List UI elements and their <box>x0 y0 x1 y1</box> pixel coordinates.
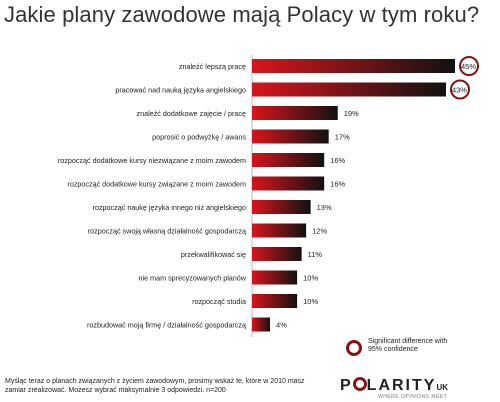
significance-marker <box>459 56 479 76</box>
category-label: poprosić o podwyżkę / awans <box>152 133 246 142</box>
category-label: rozbudować moją firmę / działalność gosp… <box>87 321 246 330</box>
bar <box>252 223 307 238</box>
footnote: Myśląc teraz o planach związanych z życi… <box>5 378 305 394</box>
legend: Significant difference with 95% confiden… <box>346 338 448 356</box>
bar <box>252 200 311 214</box>
value-label: 10% <box>303 274 318 283</box>
value-label: 19% <box>344 109 359 118</box>
bar <box>252 106 338 120</box>
value-label: 43% <box>452 86 467 95</box>
value-label: 16% <box>330 180 345 189</box>
logo-ring-icon <box>352 377 367 391</box>
logo: P LARITYUK <box>340 377 449 394</box>
value-label: 13% <box>317 203 332 212</box>
bar <box>252 270 298 285</box>
logo-tagline: WHERE OPINIONS MEET <box>378 394 448 400</box>
bar <box>252 247 302 261</box>
significance-marker <box>449 79 470 100</box>
bar <box>252 59 455 73</box>
category-label: przekwalifikować się <box>181 250 246 259</box>
value-label: 17% <box>335 133 350 142</box>
bar <box>252 294 298 308</box>
category-label: rozpocząć naukę języka innego niż angiel… <box>93 203 246 212</box>
bar <box>252 176 325 191</box>
category-label: rozpocząć dodatkowe kursy niezwiązane z … <box>58 156 246 165</box>
value-label: 10% <box>303 297 318 306</box>
bar <box>252 317 271 332</box>
legend-text: Significant difference with 95% confiden… <box>368 338 448 353</box>
value-label: 16% <box>330 156 345 165</box>
value-label: 12% <box>312 227 327 236</box>
value-label: 45% <box>461 62 476 71</box>
category-label: pracować nad nauką języka angielskiego <box>115 86 246 95</box>
value-label: 11% <box>308 250 323 259</box>
category-label: rozpocząć studia <box>192 297 246 306</box>
significance-circle-icon <box>346 340 362 356</box>
category-label: znaleźć lepszą pracę <box>179 62 246 71</box>
category-label: rozpocząć swoją własną działalność gospo… <box>88 227 246 236</box>
bar <box>252 153 325 167</box>
chart-title: Jakie plany zawodowe mają Polacy w tym r… <box>4 2 480 27</box>
value-label: 4% <box>276 321 287 330</box>
category-label: rozpocząć dodatkowe kursy związane z moi… <box>67 180 246 189</box>
bar <box>252 82 446 97</box>
category-label: znaleźć dodatkowe zajęcie / pracę <box>137 109 246 118</box>
category-label: nie mam sprecyzowanych planów <box>139 274 247 283</box>
bar <box>252 129 329 144</box>
